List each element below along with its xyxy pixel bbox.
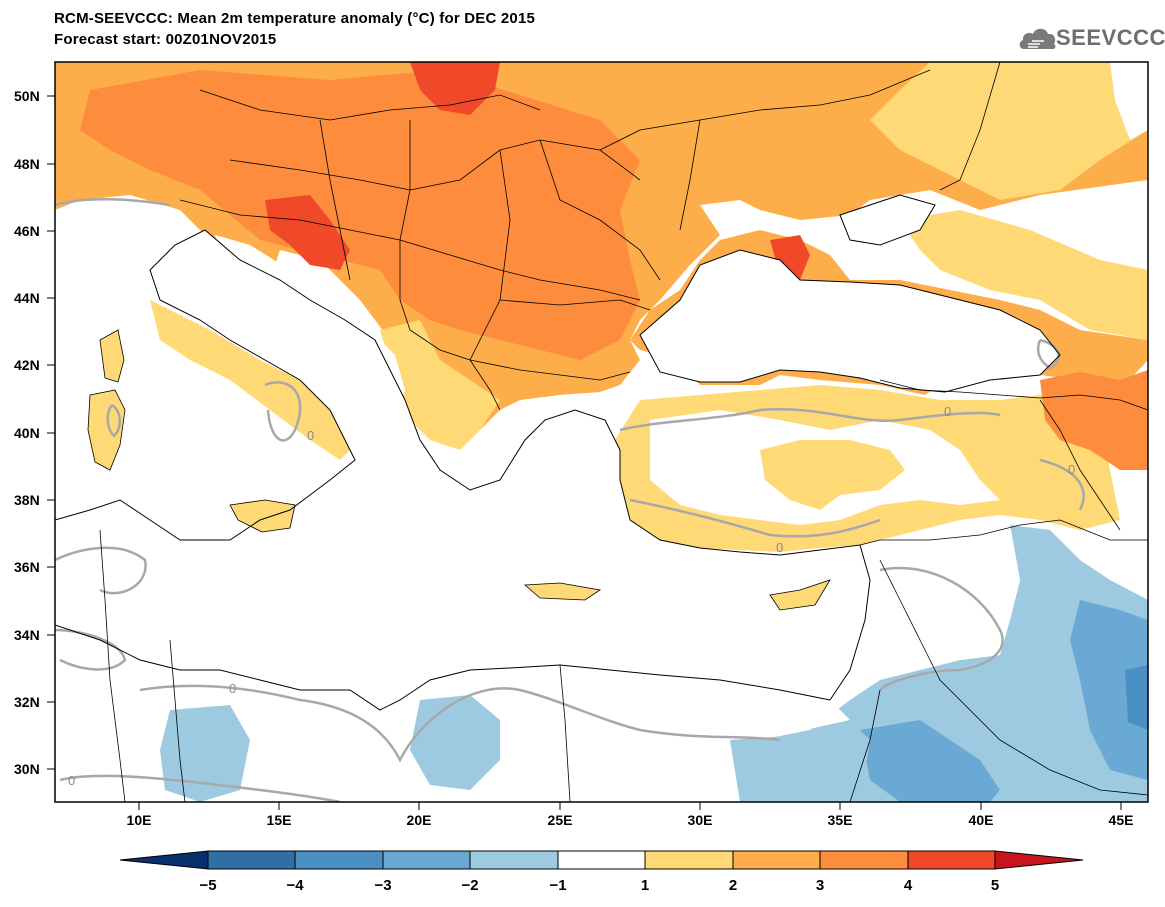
lat-labels: 50N 48N 46N 44N 42N 40N 38N 36N 34N 32N … [14, 88, 40, 777]
zero-contour-anatolia [619, 408, 1001, 432]
lat-label: 40N [14, 425, 40, 441]
anomaly-region-balkans-warm [400, 190, 620, 335]
colorbar [119, 850, 1084, 870]
anomaly-region-caucasus-warm [1040, 370, 1148, 470]
corsica-island [99, 329, 125, 383]
lat-label: 48N [14, 156, 40, 172]
contour-labels: 0 0 0 0 0 0 [68, 404, 1075, 788]
anomaly-region-poland-hot [410, 62, 500, 115]
contour-label: 0 [1068, 462, 1075, 477]
colorbar-bin [207, 850, 296, 870]
lon-label: 25E [548, 812, 573, 828]
lon-label: 15E [267, 812, 292, 828]
colorbar-label: 1 [641, 877, 649, 894]
logo-text: SEEVCCC [1056, 25, 1165, 50]
zero-contour-arabia [1039, 458, 1085, 511]
lat-label: 34N [14, 627, 40, 643]
anomaly-region-arabia-coldest [1125, 665, 1148, 730]
colorbar-label: −3 [374, 877, 391, 894]
colorbar-label: −4 [286, 877, 304, 894]
anomaly-region-sinai-cooler [860, 720, 1000, 802]
anomaly-field [55, 62, 1148, 802]
sicily-island [229, 499, 296, 533]
zero-contour-libya [139, 684, 781, 763]
anomaly-region-slovenia-hot [265, 195, 350, 270]
lon-label: 30E [688, 812, 713, 828]
colorbar-labels: −5 −4 −3 −2 −1 1 2 3 4 5 [199, 877, 999, 894]
colorbar-bin [469, 850, 559, 870]
crete-island [523, 582, 602, 601]
colorbar-bin [732, 850, 821, 870]
colorbar-label: 3 [816, 877, 824, 894]
lat-label: 36N [14, 559, 40, 575]
contour-label: 0 [229, 681, 236, 696]
colorbar-arrow-high [994, 850, 1084, 870]
lat-axis [47, 95, 55, 770]
contour-label: 0 [307, 428, 314, 443]
zero-contours [55, 198, 1085, 802]
lat-label: 44N [14, 290, 40, 306]
lon-label: 45E [1109, 812, 1134, 828]
syria-white [870, 525, 1020, 670]
lat-label: 38N [14, 492, 40, 508]
coastlines [55, 194, 1061, 711]
colorbar-label: 4 [904, 877, 913, 894]
anatolia-warm-core [760, 440, 905, 510]
cyprus-island [769, 579, 831, 611]
lat-label: 50N [14, 88, 40, 104]
colorbar-bin [819, 850, 909, 870]
colorbar-bin [644, 850, 734, 870]
colorbar-label: 5 [991, 877, 999, 894]
lon-label: 40E [969, 812, 994, 828]
colorbar-bin [907, 850, 996, 870]
lon-label: 20E [407, 812, 432, 828]
lat-label: 30N [14, 761, 40, 777]
zero-contour-tunisia [55, 546, 147, 595]
egypt-blue [730, 720, 870, 802]
anomaly-region-italy-light [150, 300, 360, 460]
zero-contour-north [55, 198, 171, 207]
lon-label: 35E [828, 812, 853, 828]
zero-contour-syria [879, 566, 1004, 691]
zero-contour-anatolia-south [629, 498, 881, 538]
cloud-logo-icon [1019, 28, 1056, 50]
colorbar-label: 2 [729, 877, 737, 894]
country-borders [99, 62, 1148, 802]
lat-label: 46N [14, 223, 40, 239]
anomaly-region-caucasus-light [900, 210, 1148, 340]
map-title: RCM-SEEVCCC: Mean 2m temperature anomaly… [54, 10, 536, 27]
anomaly-region-arabia-cooler [1070, 600, 1148, 780]
contour-label: 0 [776, 540, 783, 555]
zero-contour-italy [264, 381, 302, 442]
forecast-start-label: Forecast start: 00Z01NOV2015 [54, 31, 277, 48]
colorbar-bin [382, 850, 471, 870]
lon-labels: 10E 15E 20E 25E 30E 35E 40E 45E [127, 812, 1134, 828]
colorbar-bin [557, 850, 646, 870]
lat-label: 32N [14, 694, 40, 710]
colorbar-label: −1 [549, 877, 566, 894]
mediterranean-sea [55, 230, 870, 710]
black-sea [640, 250, 1060, 392]
zero-contour-sardinia [106, 403, 121, 438]
anomaly-region-east-light [870, 62, 1148, 200]
lat-label: 42N [14, 357, 40, 373]
lon-label: 10E [127, 812, 152, 828]
lon-axis [138, 802, 1122, 810]
colorbar-arrow-low [119, 850, 209, 870]
colorbar-bin [294, 850, 384, 870]
caspian-edge [1110, 62, 1148, 140]
colorbar-label: −5 [199, 877, 216, 894]
zero-contour-libya-south [59, 774, 341, 802]
contour-label: 0 [68, 773, 75, 788]
colorbar-label: −2 [461, 877, 478, 894]
adriatic-sea [215, 235, 405, 420]
seevccc-logo: SEEVCCC [1018, 22, 1165, 56]
contour-label: 0 [944, 404, 951, 419]
map-frame [54, 61, 1149, 803]
